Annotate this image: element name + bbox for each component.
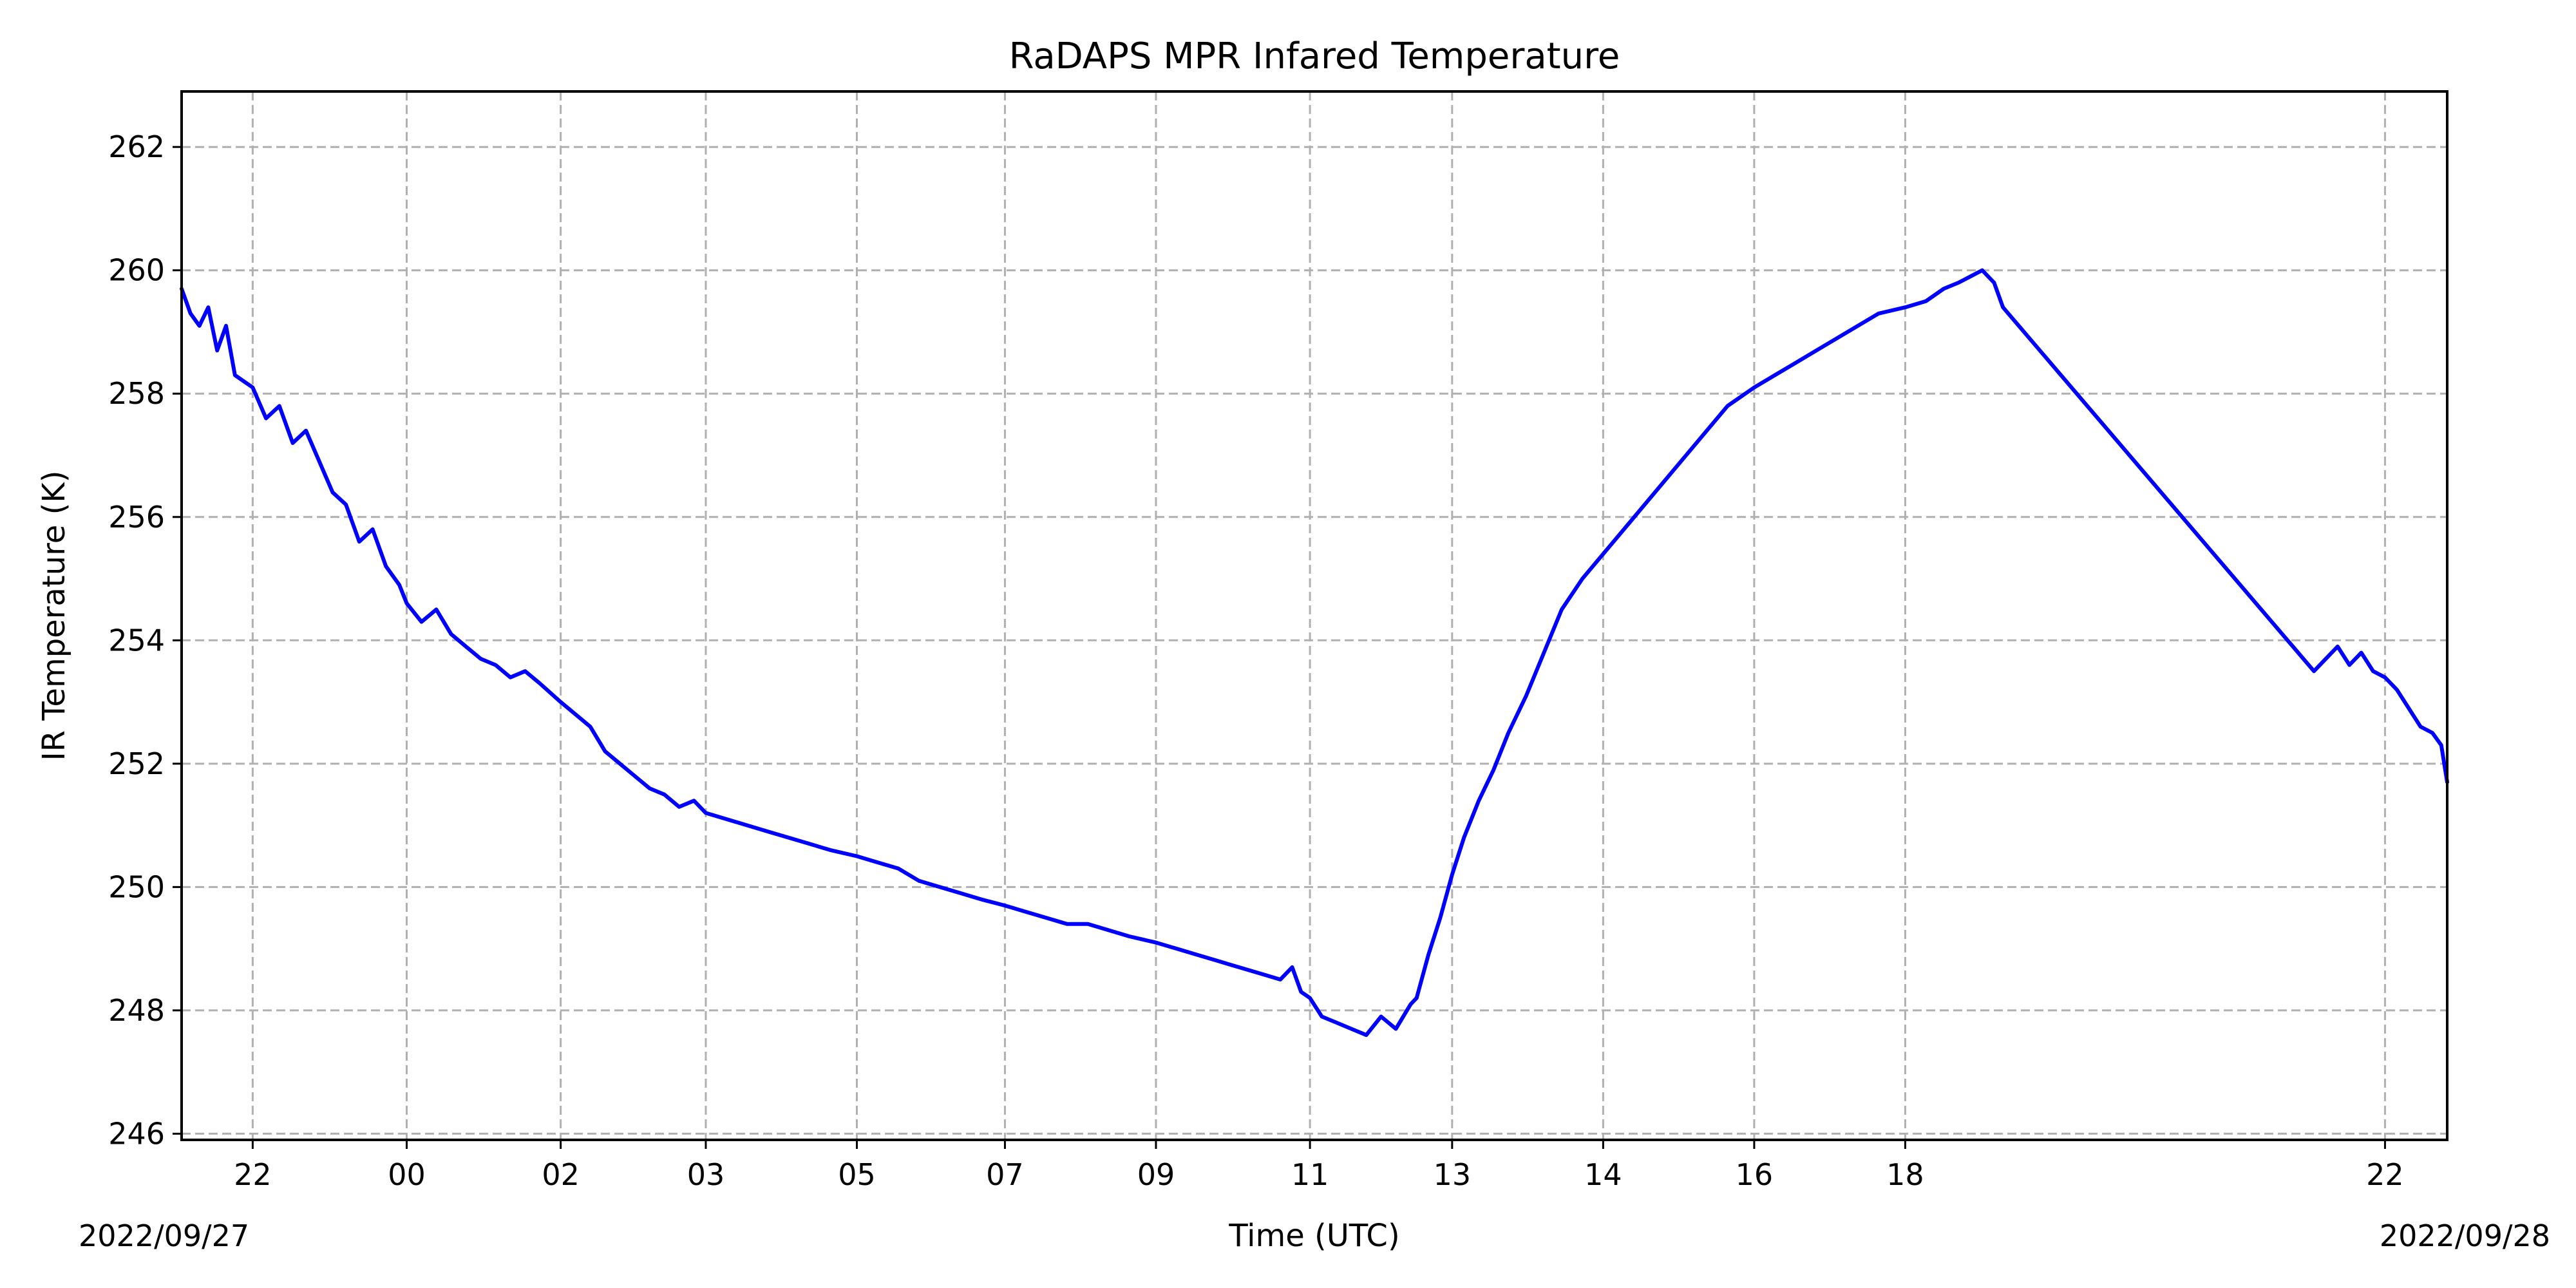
y-tick-label: 258: [108, 376, 165, 411]
x-tick-label: 09: [1137, 1157, 1175, 1192]
x-tick-label: 22: [2366, 1157, 2404, 1192]
x-tick-label: 00: [388, 1157, 426, 1192]
x-tick-label: 05: [838, 1157, 876, 1192]
x-tick-label: 03: [687, 1157, 725, 1192]
grid-layer: [182, 91, 2447, 1140]
tick-layer: 22 00 02 03 05 07 09 11 13 14 16 18 22 246 248 250 252 25…: [108, 129, 2404, 1192]
y-tick-label: 256: [108, 500, 165, 535]
y-tick-label: 246: [108, 1116, 165, 1151]
y-tick-label: 250: [108, 869, 165, 904]
x-tick-label: 07: [986, 1157, 1024, 1192]
x-tick-label: 11: [1291, 1157, 1329, 1192]
x-tick-label: 22: [234, 1157, 272, 1192]
y-tick-label: 262: [108, 129, 165, 164]
chart-title: RaDAPS MPR Infared Temperature: [1009, 35, 1620, 77]
plot-frame: [180, 90, 2448, 1141]
y-tick-label: 254: [108, 623, 165, 658]
start-date-label: 2022/09/27: [79, 1218, 249, 1253]
x-tick-label: 14: [1584, 1157, 1622, 1192]
y-axis-label: IR Temperature (K): [36, 470, 72, 761]
end-date-label: 2022/09/28: [2380, 1218, 2550, 1253]
series-layer: [180, 268, 2449, 1037]
y-tick-label: 260: [108, 253, 165, 288]
x-tick-label: 18: [1886, 1157, 1924, 1192]
x-axis-label: Time (UTC): [1228, 1218, 1399, 1254]
y-tick-label: 252: [108, 746, 165, 781]
x-tick-label: 13: [1434, 1157, 1472, 1192]
x-tick-label: 02: [542, 1157, 580, 1192]
series-line-0: [180, 268, 2449, 1037]
x-tick-label: 16: [1736, 1157, 1774, 1192]
y-tick-label: 248: [108, 993, 165, 1028]
